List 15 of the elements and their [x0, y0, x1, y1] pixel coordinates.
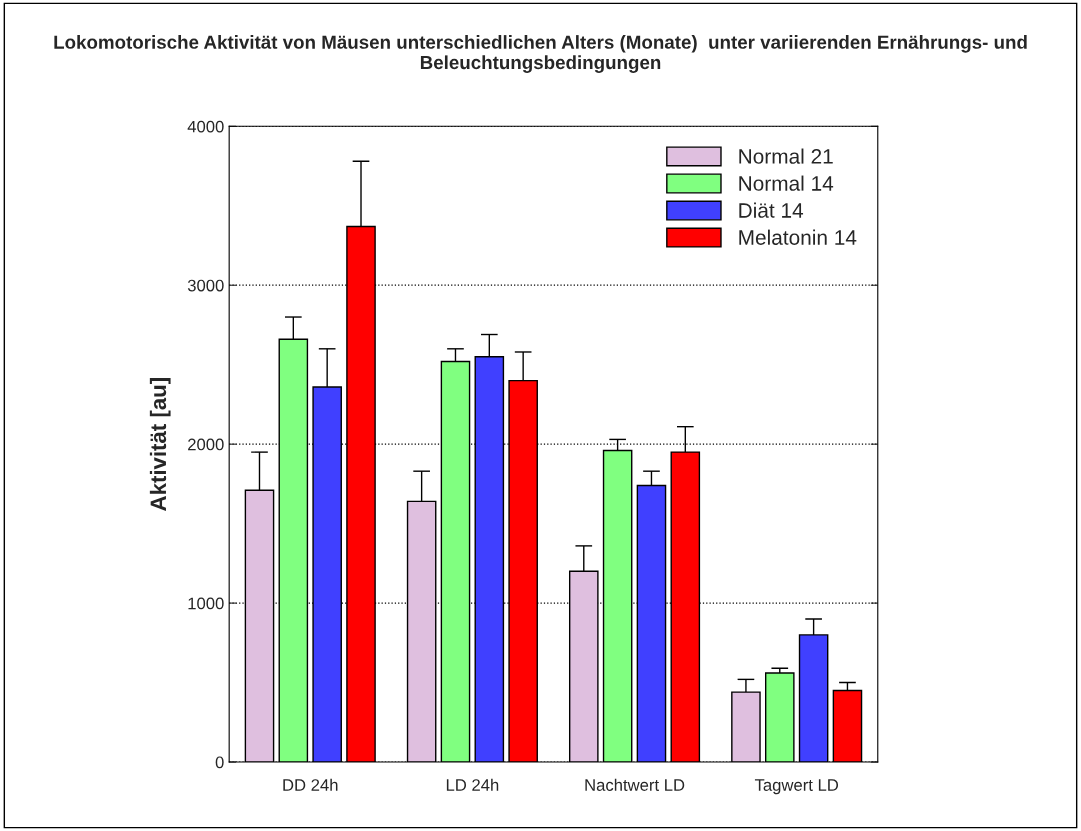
y-tick-label: 0 [215, 756, 224, 769]
legend-label: Normal 14 [739, 175, 834, 191]
x-tick-label: DD 24h [283, 778, 338, 791]
legend-label: Diät 14 [739, 202, 804, 218]
x-tick-label: Nachtwert LD [585, 778, 685, 791]
x-tick-label: LD 24h [446, 778, 499, 791]
y-tick-label: 3000 [187, 279, 224, 292]
y-tick-label: 4000 [187, 120, 224, 133]
y-tick-label: 2000 [188, 438, 224, 451]
legend-label: Normal 21 [739, 148, 833, 164]
x-tick-label: Tagwert LD [754, 779, 839, 795]
y-tick-label: 1000 [188, 597, 224, 610]
chart-title: Lokomotorische Aktivität von Mäusen unterschiedlichen Alters (Monate) unter variierenden Ernährungs- und Beleuchtungsbedingungen [54, 35, 1027, 73]
y-axis-title: Aktivität [au] [149, 378, 171, 511]
legend-label: Melatonin 14 [739, 229, 857, 245]
